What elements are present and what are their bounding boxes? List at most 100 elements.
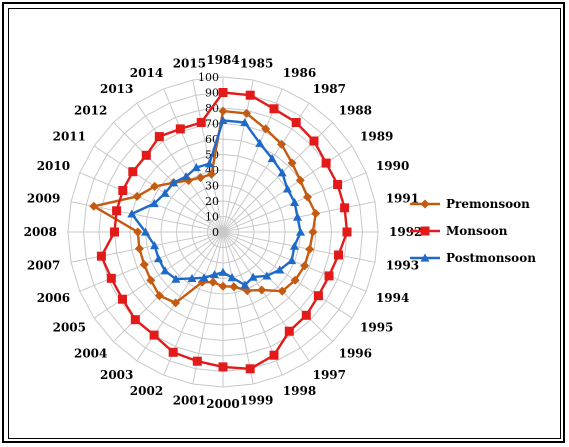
chart-outer-border [2,2,565,443]
grid-spoke [136,102,224,233]
data-point [218,115,228,124]
category-label: 2004 [74,347,107,361]
data-point [207,169,217,179]
data-point [302,192,312,202]
data-point [139,260,149,270]
category-label: 2003 [100,368,133,382]
data-point [292,212,302,221]
grid-spoke [163,88,224,233]
data-point [277,139,287,149]
grid-spoke [79,172,224,233]
grid-spoke [222,231,353,319]
data-point [149,199,159,208]
grid-spoke [222,231,254,385]
category-label: 2012 [74,103,107,117]
category-label: 1993 [386,259,419,273]
category-label: 1989 [360,129,393,143]
data-point [229,282,239,292]
data-point [196,118,206,127]
data-point [199,273,209,282]
data-point [261,124,271,134]
category-label: 1998 [283,384,316,398]
data-point [240,280,250,289]
grid-spoke [222,79,254,233]
data-point [171,298,181,308]
data-point [267,154,277,163]
data-point [242,108,252,118]
data-point [291,118,301,127]
data-point [160,188,170,197]
data-point [334,250,343,260]
legend-item-monsoon: Monsoon [410,224,508,238]
category-label: 1996 [339,347,372,361]
data-point [248,272,258,281]
data-point [255,138,265,147]
data-point [175,124,185,134]
data-point [275,265,285,274]
radial-tick-label: 30 [205,180,219,193]
category-label: 2006 [37,291,70,305]
data-point [309,136,319,146]
legend-label: Premonsoon [446,197,530,211]
legend-swatch-marker [420,199,430,209]
data-point [257,285,267,295]
grid-spoke [70,231,224,263]
data-point [218,362,228,372]
category-label: 2001 [173,394,206,408]
data-point [210,270,220,279]
data-point [277,286,287,296]
data-point [311,209,321,219]
data-point [154,132,164,142]
legend-label: Postmonsoon [446,251,536,265]
legend-label: Monsoon [446,224,508,238]
data-point [192,356,202,366]
data-point [290,197,300,206]
category-label: 1985 [240,56,273,70]
data-point [295,175,305,185]
data-point [290,275,300,285]
radial-tick-label: 20 [205,195,219,208]
category-label: 2014 [130,66,163,80]
grid-spoke [93,231,224,319]
legend-item-postmonsoon: Postmonsoon [410,251,536,265]
category-label: 2010 [37,159,70,173]
category-labels: 1984 1985 1986 1987 1988 1989 1990 1991 1992 1993… [24,53,423,411]
category-label: 1992 [389,225,422,239]
data-point [262,271,272,280]
data-point [204,159,214,168]
data-point [89,201,99,211]
data-point [342,227,352,237]
legend-swatch-marker [420,226,430,236]
data-point [146,275,156,285]
data-point [110,227,119,237]
data-point [218,106,228,116]
data-point [282,184,292,193]
category-label: 1990 [376,159,409,173]
radial-tick-label: 10 [205,211,219,224]
category-label: 1988 [339,103,372,117]
category-label: 2008 [24,225,57,239]
data-point [149,330,159,340]
data-point [287,255,297,265]
data-point [340,203,350,213]
data-point [132,191,142,201]
data-point [245,90,255,100]
category-label: 2007 [27,259,60,273]
data-point [118,186,128,195]
data-point [245,364,255,374]
category-label: 1999 [240,394,273,408]
data-point [112,206,122,216]
radial-tick-label: 0 [212,226,219,239]
legend: Premonsoon Monsoon Postmonsoon [410,197,536,265]
radial-tick-label: 90 [205,87,219,100]
data-point [168,347,178,357]
data-point [333,180,343,189]
category-label: 1987 [313,82,346,96]
data-point [130,315,140,325]
data-point [96,251,106,261]
data-point [305,244,315,254]
category-label: 2002 [130,384,163,398]
category-label: 2009 [27,191,60,205]
data-point [195,173,205,183]
radial-tick-label: 100 [198,71,219,84]
